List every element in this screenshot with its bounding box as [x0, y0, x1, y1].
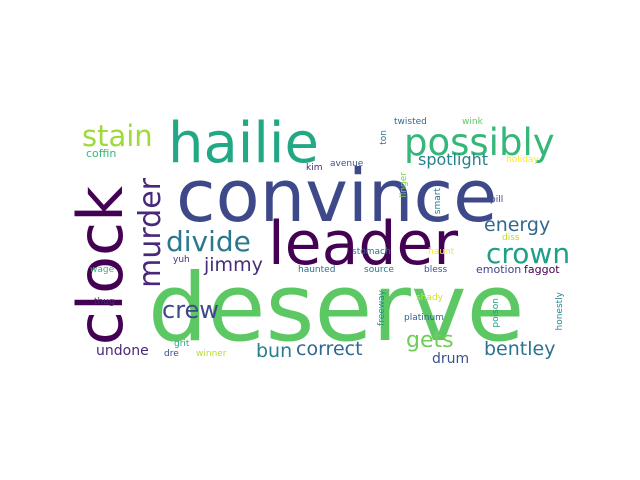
- word-possibly: possibly: [404, 121, 555, 164]
- word-dre: dre: [164, 349, 179, 359]
- word-crown: crown: [486, 237, 571, 270]
- word-coffin: coffin: [86, 147, 117, 160]
- word-pill: pill: [490, 195, 504, 205]
- word-holiday: holiday: [506, 155, 539, 165]
- word-shady: shady: [416, 293, 443, 303]
- word-ton: ton: [379, 130, 389, 145]
- word-deserve: deserve: [148, 254, 525, 363]
- word-kim: kim: [306, 163, 323, 173]
- word-murder: murder: [133, 178, 168, 288]
- word-wink: wink: [462, 117, 483, 127]
- word-avenue: avenue: [330, 159, 364, 169]
- word-linger: linger: [399, 172, 409, 198]
- word-thug: thug: [94, 297, 115, 307]
- word-haunt: haunt: [428, 247, 455, 257]
- word-energy: energy: [484, 214, 551, 236]
- word-stain: stain: [82, 119, 153, 153]
- word-stomach: stomach: [352, 247, 391, 257]
- word-grit: grit: [174, 339, 190, 349]
- word-source: source: [364, 265, 394, 275]
- word-spotlight: spotlight: [418, 150, 489, 169]
- word-crew: crew: [162, 296, 219, 324]
- word-freeway: freeway: [377, 290, 387, 326]
- word-diss: diss: [502, 233, 520, 243]
- word-bun: bun: [256, 340, 293, 362]
- word-bless: bless: [424, 265, 448, 275]
- word-wage: wage: [90, 265, 115, 275]
- word-faggot: faggot: [524, 263, 560, 276]
- word-undone: undone: [96, 343, 149, 359]
- word-emotion: emotion: [476, 263, 522, 276]
- word-correct: correct: [296, 338, 363, 360]
- word-bentley: bentley: [484, 338, 556, 360]
- word-winner: winner: [196, 349, 227, 359]
- word-convince: convince: [176, 154, 498, 238]
- word-haunted: haunted: [298, 265, 336, 275]
- word-drum: drum: [432, 351, 470, 367]
- word-smart: smart: [433, 188, 443, 215]
- word-divide: divide: [166, 225, 251, 258]
- word-jimmy: jimmy: [204, 254, 263, 276]
- word-gets: gets: [406, 328, 454, 353]
- word-yuh: yuh: [173, 255, 190, 265]
- word-leader: leader: [268, 209, 459, 279]
- word-honestly: honestly: [555, 292, 565, 331]
- word-twisted: twisted: [394, 117, 427, 127]
- word-poison: poison: [491, 298, 501, 328]
- word-hailie: hailie: [168, 111, 319, 176]
- word-platinum: platinum: [404, 313, 444, 323]
